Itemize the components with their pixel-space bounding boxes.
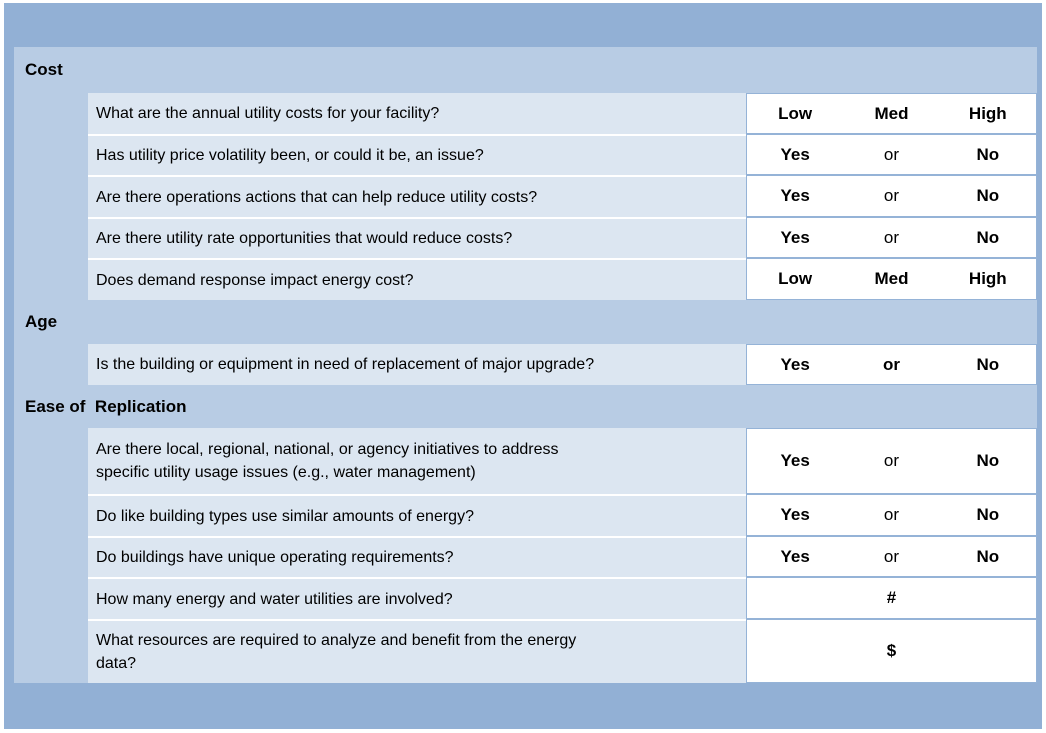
question-cell: Do buildings have unique operating requi…	[88, 536, 746, 577]
answer-option-no: No	[976, 451, 1000, 470]
answer-option-low: Low	[778, 103, 813, 123]
answer-option-yes: Yes	[780, 505, 810, 524]
answer-option-yes: Yes	[780, 354, 810, 374]
answer-option-high: High	[968, 103, 1007, 123]
answer-option-low: Low	[778, 269, 813, 288]
question-cell: Are there operations actions that can he…	[88, 175, 746, 217]
question-row: Are there utility rate opportunities tha…	[14, 217, 1037, 258]
indent-spacer	[14, 344, 88, 385]
answer-option-yes: Yes	[780, 186, 810, 205]
question-cell: Are there local, regional, national, or …	[88, 428, 746, 494]
indent-spacer	[14, 428, 88, 494]
answer-option-no: No	[976, 144, 1000, 164]
question-cell: Is the building or equipment in need of …	[88, 344, 746, 385]
question-text: Are there operations actions that can he…	[96, 188, 538, 206]
answer-cell: Yes or No	[746, 217, 1037, 258]
section-title: Ease of Replication	[25, 396, 187, 416]
answer-option-med: Med	[874, 269, 909, 288]
question-text: Are there utility rate opportunities tha…	[96, 230, 513, 247]
answer-cell: Yes or No	[746, 175, 1037, 217]
question-text: Do like building types use similar amoun…	[96, 507, 474, 525]
question-cell: Are there utility rate opportunities tha…	[88, 217, 746, 258]
answer-option-no: No	[976, 546, 1000, 566]
question-text: Do buildings have unique operating requi…	[96, 549, 454, 566]
question-row: Does demand response impact energy cost?…	[14, 258, 1037, 300]
question-row: How many energy and water utilities are …	[14, 577, 1037, 619]
answer-option-or: or	[882, 354, 900, 374]
question-row: Is the building or equipment in need of …	[14, 344, 1037, 385]
answer-option-yes: Yes	[780, 144, 810, 164]
answer-option-or: or	[883, 144, 900, 164]
question-cell: What are the annual utility costs for yo…	[88, 93, 746, 134]
answer-option-yes: Yes	[780, 451, 810, 470]
indent-spacer	[14, 93, 88, 134]
section-header-cost: Cost	[14, 47, 1037, 93]
answer-option-or: or	[883, 451, 900, 470]
answer-cell: Low Med High	[746, 93, 1037, 134]
answer-option-no: No	[976, 354, 1000, 374]
answer-option-yes: Yes	[780, 546, 810, 566]
answer-cell: Yes or No	[746, 134, 1037, 175]
indent-spacer	[14, 577, 88, 619]
answer-cell: #	[746, 577, 1037, 619]
answer-option-or: or	[883, 186, 900, 205]
answer-option-or: or	[883, 227, 900, 247]
answer-option-med: Med	[874, 103, 909, 123]
outer-frame: Cost What are the annual utility costs f…	[4, 3, 1042, 729]
section-title: Age	[25, 312, 58, 331]
section-header-age: Age	[14, 300, 1037, 344]
answer-cell: Yes or No	[746, 536, 1037, 577]
question-row: What resources are required to analyze a…	[14, 619, 1037, 683]
question-text: What are the annual utility costs for yo…	[96, 105, 440, 122]
question-text: Are there local, regional, national, or …	[96, 441, 559, 481]
answer-option-yes: Yes	[780, 227, 810, 247]
question-row: Do buildings have unique operating requi…	[14, 536, 1037, 577]
question-cell: Do like building types use similar amoun…	[88, 494, 746, 536]
question-text: Is the building or equipment in need of …	[96, 356, 595, 373]
answer-cell: Low Med High	[746, 258, 1037, 300]
answer-option-no: No	[976, 186, 1000, 205]
answer-option-high: High	[968, 269, 1007, 288]
question-cell: What resources are required to analyze a…	[88, 619, 746, 683]
question-cell: How many energy and water utilities are …	[88, 577, 746, 619]
question-row: Has utility price volatility been, or co…	[14, 134, 1037, 175]
question-cell: Has utility price volatility been, or co…	[88, 134, 746, 175]
indent-spacer	[14, 217, 88, 258]
question-row: Are there local, regional, national, or …	[14, 428, 1037, 494]
question-text: How many energy and water utilities are …	[96, 590, 453, 608]
answer-option-no: No	[976, 505, 1000, 524]
indent-spacer	[14, 494, 88, 536]
answer-option-no: No	[976, 227, 1000, 247]
answer-option-dollar: $	[886, 641, 897, 660]
indent-spacer	[14, 536, 88, 577]
question-text: Has utility price volatility been, or co…	[96, 147, 484, 164]
question-row: Are there operations actions that can he…	[14, 175, 1037, 217]
answer-cell: Yes or No	[746, 494, 1037, 536]
question-row: Do like building types use similar amoun…	[14, 494, 1037, 536]
section-title: Cost	[25, 60, 63, 79]
question-text: Does demand response impact energy cost?	[96, 271, 414, 289]
answer-option-number: #	[886, 588, 897, 607]
indent-spacer	[14, 619, 88, 683]
answer-cell: Yes or No	[746, 428, 1037, 494]
answer-option-or: or	[883, 505, 900, 524]
question-cell: Does demand response impact energy cost?	[88, 258, 746, 300]
section-header-ease-of-replication: Ease of Replication	[14, 385, 1037, 428]
indent-spacer	[14, 258, 88, 300]
question-row: What are the annual utility costs for yo…	[14, 93, 1037, 134]
question-text: What resources are required to analyze a…	[96, 632, 577, 672]
answer-cell: Yes or No	[746, 344, 1037, 385]
indent-spacer	[14, 134, 88, 175]
worksheet-table: Cost What are the annual utility costs f…	[14, 47, 1037, 683]
indent-spacer	[14, 175, 88, 217]
answer-cell: $	[746, 619, 1037, 683]
answer-option-or: or	[883, 546, 900, 566]
